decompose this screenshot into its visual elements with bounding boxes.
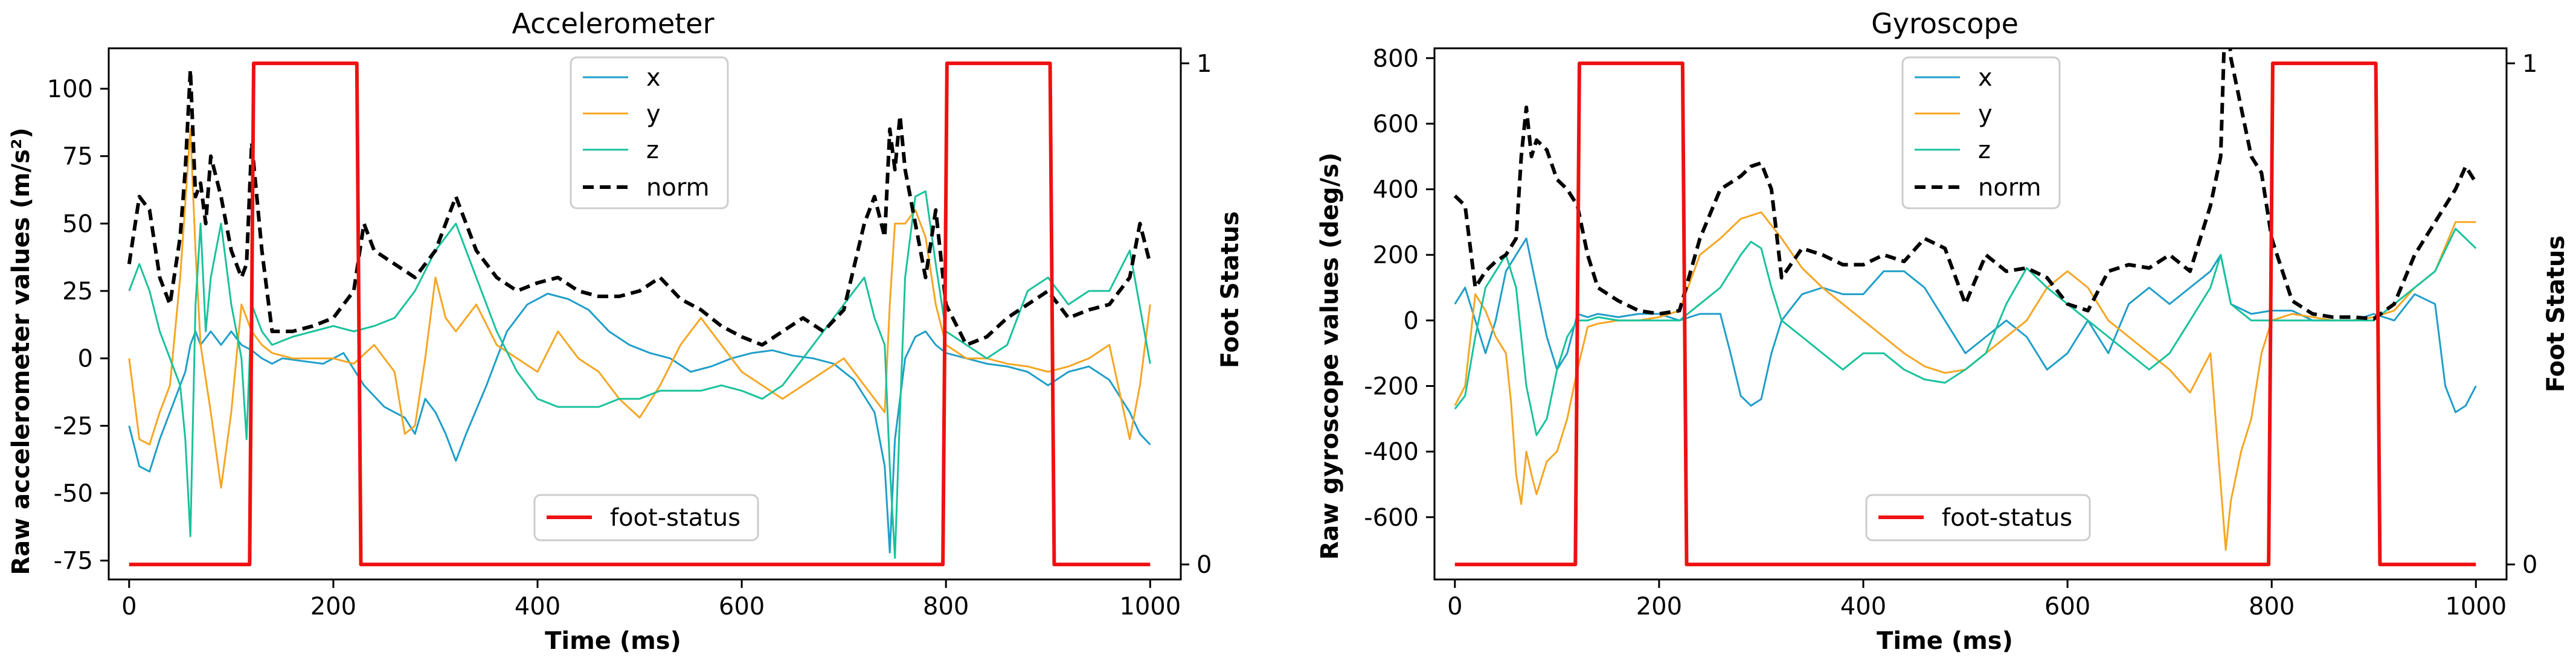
series-line-y (1454, 211, 2476, 551)
x-tick-label: 200 (1636, 593, 1682, 621)
y-tick-label: -200 (1364, 373, 1419, 401)
x-tick-label: 0 (121, 593, 137, 621)
legend-label-y: y (646, 100, 661, 128)
y-tick-label: 100 (47, 75, 93, 103)
x-tick-label: 800 (2249, 593, 2295, 621)
series-line-norm (127, 68, 1152, 347)
x-axis-label: Time (ms) (545, 627, 681, 655)
y-tick-label: 200 (1373, 241, 1419, 269)
chart-title: Gyroscope (1871, 7, 2019, 40)
legend-label-x: x (646, 64, 661, 92)
y-right-tick-label: 1 (1196, 50, 1212, 78)
y-tick-label: 0 (1404, 307, 1419, 335)
x-tick-label: 400 (1840, 593, 1886, 621)
series-line-foot-status (1454, 61, 2476, 567)
y-tick-label: 75 (62, 143, 93, 171)
plot-area (108, 47, 1182, 581)
x-tick-label: 600 (719, 593, 765, 621)
y-tick-label: -25 (54, 412, 93, 440)
y-tick-label: -75 (54, 547, 93, 575)
y-tick-label: -50 (54, 480, 93, 508)
x-tick-label: 800 (923, 593, 969, 621)
x-tick-label: 600 (2044, 593, 2090, 621)
legend-label-z: z (646, 136, 659, 164)
y-right-tick-label: 0 (2522, 551, 2537, 579)
y-tick-label: 400 (1373, 176, 1419, 204)
y-right-tick-label: 0 (1196, 551, 1212, 579)
x-tick-label: 1000 (2445, 593, 2507, 621)
y-axis-label: Raw accelerometer values (m/s²) (7, 127, 35, 575)
legend-foot-status: foot-status (1865, 494, 2091, 541)
y-tick-label: 25 (62, 278, 93, 305)
legend-series: x y z norm (570, 56, 729, 209)
legend-label-z: z (1978, 136, 1991, 164)
legend-label-y: y (1978, 100, 1993, 128)
legend-label-foot-status: foot-status (1942, 504, 2072, 532)
series-line-foot-status (129, 61, 1151, 567)
axes-frame (1433, 47, 2508, 581)
chart-title: Accelerometer (512, 7, 714, 40)
y-tick-label: 800 (1373, 45, 1419, 72)
y-tick-label: 600 (1373, 110, 1419, 138)
axes-frame (108, 47, 1182, 581)
axis-ticks: 0 200 400 600 800 1000 -600 -400 -200 0 200 400 600 8… (1364, 45, 2537, 621)
y-tick-label: -600 (1364, 504, 1419, 532)
plot-area (1433, 47, 2508, 581)
y-axis-right-label: Foot Status (1216, 211, 1244, 368)
x-tick-label: 200 (310, 593, 356, 621)
accelerometer-chart: Accelerometer Time (ms) Raw acceleromete… (7, 7, 1244, 655)
y-axis-right-label: Foot Status (2542, 235, 2570, 392)
y-tick-label: -400 (1364, 438, 1419, 466)
y-axis-label: Raw gyroscope values (deg/s) (1316, 153, 1344, 560)
y-right-tick-label: 1 (2522, 50, 2537, 78)
series-line-z (128, 190, 1151, 559)
series-line-x (128, 293, 1151, 554)
gyroscope-chart: Gyroscope Time (ms) Raw gyroscope values… (1316, 7, 2570, 655)
x-tick-label: 0 (1447, 593, 1462, 621)
legend-label-norm: norm (1978, 174, 2041, 202)
x-axis-label: Time (ms) (1877, 627, 2013, 655)
legend-label-foot-status: foot-status (610, 504, 740, 532)
y-tick-label: 0 (78, 345, 93, 373)
y-tick-label: 50 (62, 210, 93, 238)
legend-series: x y z norm (1901, 56, 2061, 209)
legend-foot-status: foot-status (533, 494, 759, 541)
x-tick-label: 1000 (1119, 593, 1181, 621)
legend-label-norm: norm (646, 174, 710, 202)
x-tick-label: 400 (515, 593, 560, 621)
series-line-z (1454, 228, 2477, 436)
legend-label-x: x (1978, 64, 1993, 92)
